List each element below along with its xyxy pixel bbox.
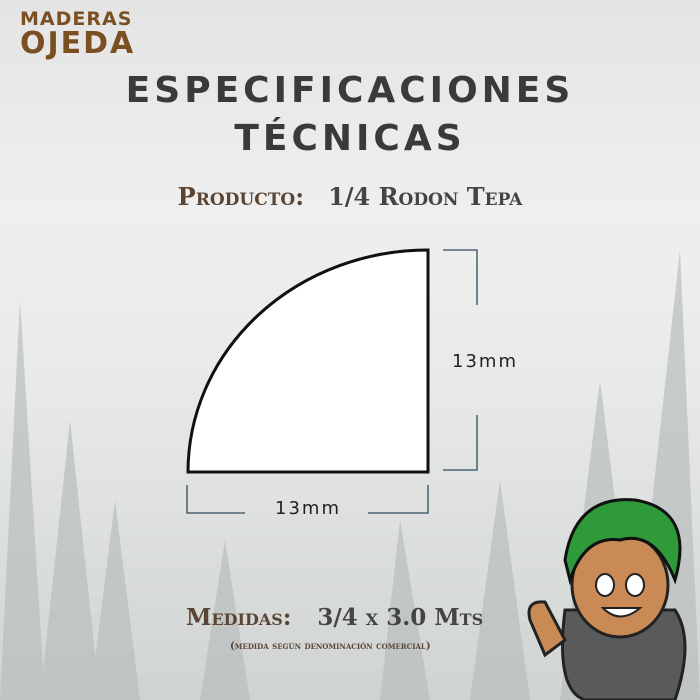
height-label: 13mm (452, 351, 518, 372)
page-title-2: TÉCNICAS (234, 118, 466, 159)
width-dim-right (368, 485, 429, 514)
width-dim-left (186, 485, 245, 514)
height-dim-top (443, 249, 478, 305)
quarter-round-profile (186, 248, 430, 474)
page-title: ESPECIFICACIONES (125, 70, 575, 111)
product-line: Producto: 1/4 Rodon Tepa (177, 182, 523, 211)
logo: MADERAS OJEDA (20, 8, 136, 61)
mascot-illustration (527, 498, 687, 700)
height-dim-bottom (443, 415, 478, 471)
measures-line: Medidas: 3/4 x 3.0 Mts (186, 604, 484, 631)
measures-note: (medida según denominación comercial) (230, 641, 431, 652)
measures-value: 3/4 x 3.0 Mts (317, 604, 484, 631)
product-name: 1/4 Rodon Tepa (328, 182, 523, 211)
width-label: 13mm (275, 498, 341, 519)
